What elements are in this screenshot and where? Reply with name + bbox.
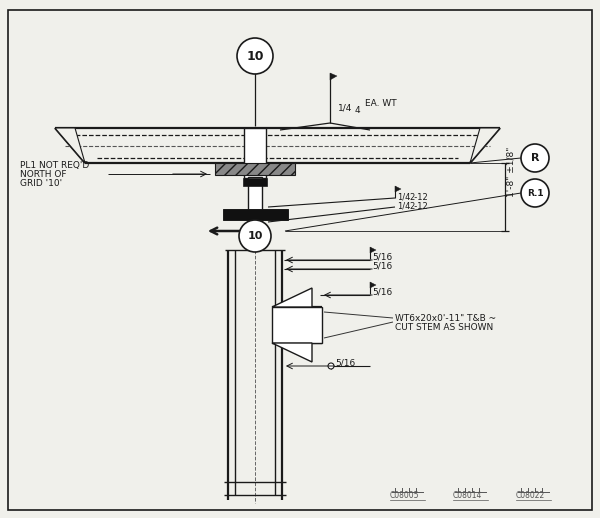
Text: C08005: C08005	[390, 492, 419, 500]
Text: 2-12: 2-12	[409, 202, 428, 210]
Text: R: R	[531, 153, 539, 163]
Text: GRID '10': GRID '10'	[20, 179, 62, 188]
Text: 10: 10	[246, 50, 264, 63]
Bar	[272, 307, 322, 343]
Bar	[223, 209, 288, 220]
Polygon shape	[370, 247, 376, 253]
Text: 5/16: 5/16	[335, 358, 355, 367]
Polygon shape	[272, 288, 312, 307]
Text: 2-12: 2-12	[409, 193, 428, 202]
Polygon shape	[370, 282, 376, 288]
Bar	[243, 178, 267, 186]
Text: CUT STEM AS SHOWN: CUT STEM AS SHOWN	[395, 323, 493, 332]
Text: 10: 10	[247, 231, 263, 241]
Polygon shape	[272, 343, 312, 362]
Text: NORTH OF: NORTH OF	[20, 169, 67, 179]
Circle shape	[521, 179, 549, 207]
Text: EA. WT: EA. WT	[365, 98, 397, 108]
Text: C08022: C08022	[516, 492, 545, 500]
Text: 5/16: 5/16	[372, 262, 392, 270]
Text: WT6x20x0'-11" T&B ~: WT6x20x0'-11" T&B ~	[395, 313, 496, 323]
Circle shape	[328, 363, 334, 369]
Polygon shape	[55, 128, 85, 163]
Polygon shape	[330, 73, 337, 80]
Bar	[215, 163, 295, 175]
Text: 1/4: 1/4	[397, 193, 410, 202]
Circle shape	[237, 38, 273, 74]
Text: 5/16: 5/16	[372, 252, 392, 262]
Text: PL1 NOT REQ'D: PL1 NOT REQ'D	[20, 161, 89, 169]
Bar	[244, 128, 266, 178]
Circle shape	[521, 144, 549, 172]
Text: 1/4: 1/4	[397, 202, 410, 210]
Bar	[248, 177, 262, 223]
Text: R.1: R.1	[527, 189, 544, 197]
Text: 5/16: 5/16	[372, 287, 392, 296]
Text: 4: 4	[355, 106, 361, 114]
Polygon shape	[395, 186, 401, 192]
Circle shape	[239, 220, 271, 252]
Text: 1/4: 1/4	[338, 104, 352, 112]
Text: C08014: C08014	[453, 492, 482, 500]
Polygon shape	[470, 128, 500, 163]
Text: 1'-8" ±1/8": 1'-8" ±1/8"	[506, 147, 515, 197]
